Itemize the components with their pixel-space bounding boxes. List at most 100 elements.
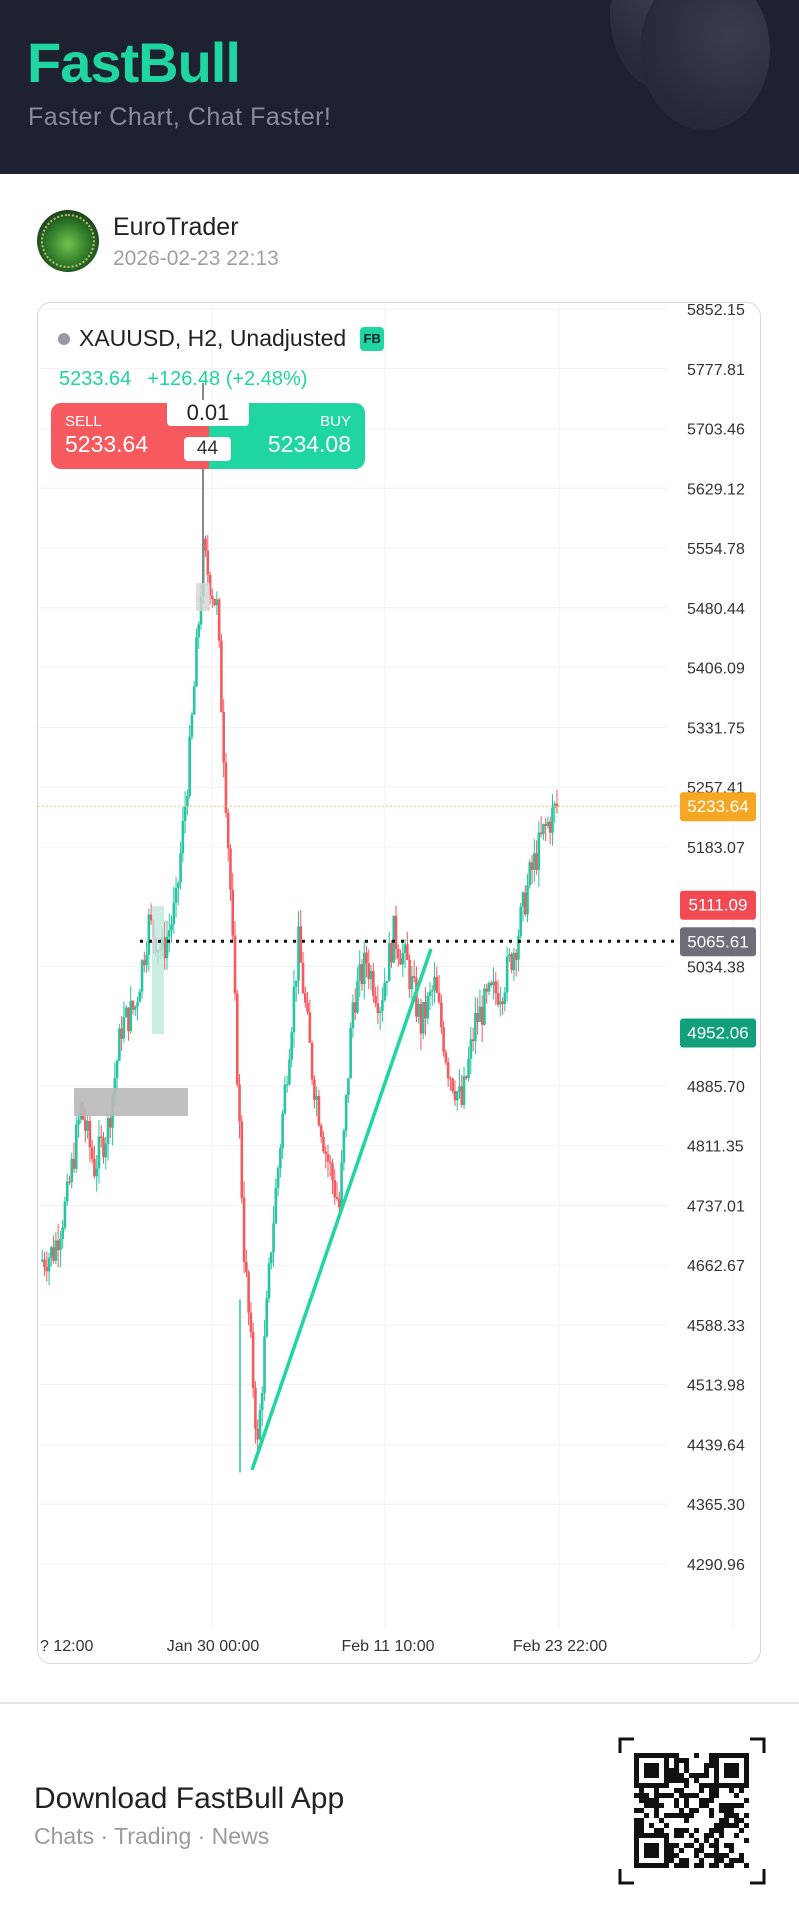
qr-module	[709, 1758, 714, 1763]
lot-size-input[interactable]: 0.01	[167, 400, 249, 426]
candle-body	[86, 1121, 89, 1131]
qr-module	[724, 1818, 729, 1823]
qr-module	[734, 1833, 739, 1838]
candle-body	[215, 599, 219, 606]
qr-module	[694, 1838, 699, 1843]
price-chart[interactable]: 5852.15 5777.81 5703.46 5629.12 5554.78 5480.…	[0, 0, 799, 1700]
qr-module	[679, 1793, 684, 1798]
candle-body	[102, 1137, 105, 1158]
qr-module	[709, 1783, 714, 1788]
candle-body	[140, 960, 144, 992]
candle-body	[344, 1095, 348, 1131]
candle-body	[372, 970, 375, 996]
candle-body	[99, 1136, 103, 1138]
candle-body	[220, 640, 223, 712]
buy-button[interactable]: BUY 5234.08	[209, 403, 365, 469]
qr-module	[659, 1793, 664, 1798]
qr-module	[714, 1863, 719, 1868]
qr-module	[679, 1858, 684, 1863]
candle-body	[476, 1013, 479, 1022]
qr-module	[649, 1803, 654, 1808]
candle-body	[460, 1086, 464, 1105]
candle-body	[235, 993, 239, 1085]
candle-body	[365, 952, 368, 964]
candle-body	[544, 824, 547, 826]
download-title[interactable]: Download FastBull App	[34, 1782, 345, 1815]
qr-module	[734, 1818, 739, 1823]
app-header: FastBull Faster Chart, Chat Faster!	[0, 0, 799, 174]
qr-module	[684, 1858, 689, 1863]
sell-label: SELL	[65, 413, 102, 430]
candle-body	[467, 1058, 470, 1078]
candle-body	[229, 848, 232, 890]
qr-module	[639, 1818, 644, 1823]
candle-body	[50, 1247, 53, 1258]
candle-body	[242, 1197, 246, 1262]
candle-body	[179, 853, 182, 883]
avatar-ring	[41, 214, 95, 268]
candle-body	[47, 1257, 51, 1272]
candle-body	[258, 1410, 262, 1440]
footer-divider	[0, 1702, 799, 1704]
candle-body	[276, 1168, 280, 1189]
qr-module	[694, 1808, 699, 1813]
candle-body	[56, 1240, 60, 1251]
candle-body	[383, 983, 386, 1001]
qr-module	[634, 1823, 639, 1828]
sell-price: 5233.64	[65, 431, 149, 457]
candle-body	[104, 1143, 108, 1158]
y-tick-label: 5480.44	[687, 601, 745, 618]
candle-body	[362, 952, 366, 985]
candle-body	[40, 1259, 44, 1261]
qr-module	[684, 1798, 689, 1803]
qr-corner-bracket	[750, 1737, 766, 1753]
candle-body	[523, 892, 527, 915]
username[interactable]: EuroTrader	[113, 213, 239, 241]
qr-module	[669, 1793, 674, 1798]
candle-body	[167, 930, 171, 937]
candle-body	[226, 812, 230, 849]
qr-module	[649, 1823, 654, 1828]
qr-finder	[724, 1763, 739, 1778]
qr-module	[679, 1828, 684, 1833]
candle-body	[485, 988, 489, 992]
y-tick-label: 4662.67	[687, 1258, 745, 1275]
qr-module	[704, 1833, 709, 1838]
qr-module	[674, 1853, 679, 1858]
brand-logo: FastBull	[27, 31, 241, 94]
qr-module	[709, 1813, 714, 1818]
qr-module	[689, 1813, 694, 1818]
candle-body	[74, 1124, 78, 1169]
qr-module	[679, 1788, 684, 1793]
candle-body	[254, 1387, 257, 1429]
qr-module	[744, 1798, 749, 1803]
candle-body	[510, 954, 513, 971]
qr-code-icon[interactable]	[618, 1737, 766, 1885]
candle-body	[453, 1090, 457, 1101]
candle-body	[97, 1136, 101, 1169]
candle-body	[147, 914, 151, 955]
qr-module	[699, 1803, 704, 1808]
candle-body	[537, 832, 541, 870]
candle-body	[240, 1121, 244, 1198]
candle-body	[304, 993, 307, 1003]
candle-body	[410, 976, 414, 990]
candle-body	[548, 821, 552, 833]
candle-body	[297, 926, 300, 981]
candle-body	[299, 926, 303, 963]
qr-module	[714, 1858, 719, 1863]
y-tick-label: 4588.33	[687, 1318, 745, 1335]
candle-body	[496, 993, 500, 1005]
symbol-label[interactable]: XAUUSD, H2, Unadjusted	[79, 325, 347, 351]
candle-body	[93, 1158, 96, 1177]
qr-module	[744, 1863, 749, 1868]
price-label: 5111.09	[689, 896, 748, 915]
candle-body	[474, 1013, 477, 1042]
qr-module	[729, 1848, 734, 1853]
candle-body	[415, 978, 418, 1017]
qr-module	[684, 1758, 689, 1763]
qr-module	[699, 1843, 704, 1848]
candle-body	[124, 1007, 128, 1018]
qr-module	[709, 1863, 714, 1868]
candle-body	[501, 1001, 504, 1004]
